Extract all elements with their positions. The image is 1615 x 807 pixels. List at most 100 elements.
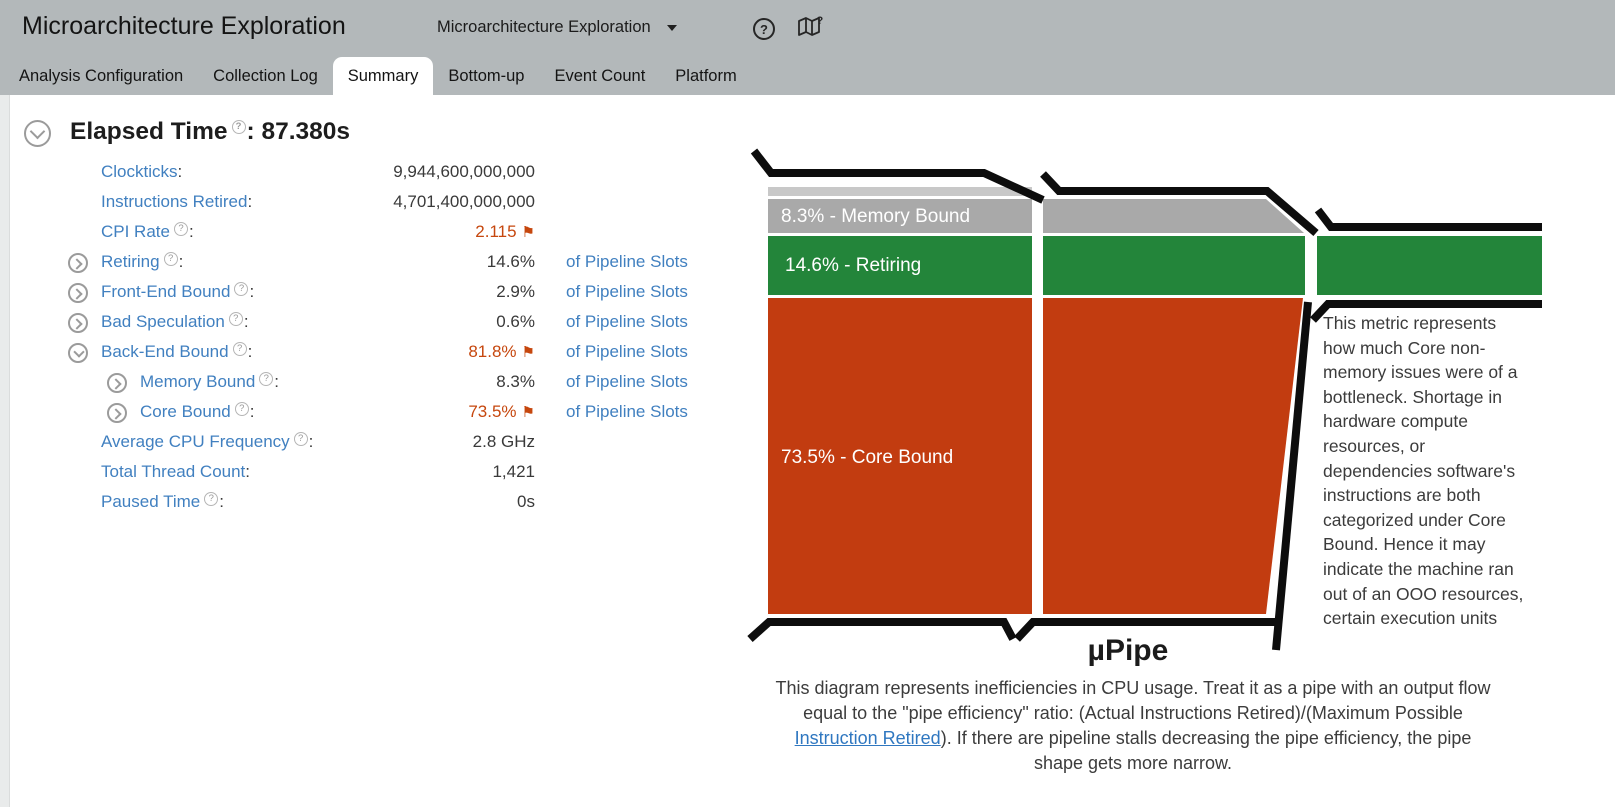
chevron-down-icon	[666, 24, 677, 31]
metric-label[interactable]: Average CPU Frequency?:	[101, 431, 314, 451]
metric-unit-link[interactable]: of Pipeline Slots	[566, 282, 688, 301]
colon: :	[246, 118, 255, 145]
colon: :	[188, 222, 194, 241]
upipe-band-retiring-col3[interactable]	[1317, 236, 1542, 295]
metric-label[interactable]: CPI Rate?:	[101, 221, 194, 241]
upipe-band-core-bound-col1[interactable]	[768, 298, 1032, 614]
metric-value: 0s	[517, 492, 535, 511]
flag-icon: ⚑	[521, 344, 535, 361]
help-icon[interactable]: ?	[234, 281, 249, 296]
metric-value: 1,421	[492, 462, 535, 481]
metric-label[interactable]: Instructions Retired:	[101, 192, 253, 211]
tab-platform[interactable]: Platform	[675, 66, 737, 85]
upipe-band-frontend-col1[interactable]	[768, 187, 1032, 196]
metric-value: 0.6%	[496, 312, 535, 331]
memory-bound-band-label: 8.3% - Memory Bound	[781, 206, 970, 227]
metric-value: 2.9%	[496, 282, 535, 301]
colon: :	[178, 252, 184, 271]
metric-label[interactable]: Paused Time?:	[101, 491, 224, 511]
upipe-title: µPipe	[1087, 634, 1169, 667]
analysis-type-dropdown-label: Microarchitecture Exploration	[437, 18, 651, 36]
upipe-description-part1: This diagram represents inefficiencies i…	[775, 678, 1491, 723]
help-icon[interactable]: ?	[163, 251, 178, 266]
documentation-map-icon[interactable]: ?	[796, 15, 824, 46]
metric-row-paused-time: Paused Time?: 0s	[0, 488, 760, 518]
help-icon[interactable]: ?	[753, 18, 775, 40]
metric-row-cpi-rate: CPI Rate?: 2.115 ⚑	[0, 218, 760, 248]
tab-event-count[interactable]: Event Count	[554, 66, 646, 85]
pipe-outline-bottom-1	[747, 618, 1017, 642]
metric-label[interactable]: Front-End Bound?:	[101, 281, 255, 301]
instruction-retired-link[interactable]: Instruction Retired	[794, 728, 941, 748]
chevron-right-expand-icon[interactable]	[68, 313, 88, 333]
pipe-outline-top-1	[750, 148, 1045, 204]
metric-row-clockticks: Clockticks: 9,944,600,000,000	[0, 158, 760, 188]
colon: :	[274, 372, 280, 391]
upipe-band-retiring-col1[interactable]	[768, 236, 1032, 295]
help-icon[interactable]: ?	[293, 431, 308, 446]
metric-unit-link[interactable]: of Pipeline Slots	[566, 342, 688, 361]
colon: :	[247, 192, 253, 211]
help-icon[interactable]: ?	[231, 119, 246, 134]
upipe-description-part2: ). If there are pipeline stalls decreasi…	[940, 728, 1472, 773]
metric-row-bad-speculation: Bad Speculation?: 0.6% of Pipeline Slots	[0, 308, 760, 338]
metric-row-instructions-retired: Instructions Retired: 4,701,400,000,000	[0, 188, 760, 218]
retiring-band-label: 14.6% - Retiring	[785, 255, 921, 276]
help-icon[interactable]: ?	[234, 401, 249, 416]
tab-bottom-up[interactable]: Bottom-up	[448, 66, 525, 85]
collapse-section-icon[interactable]	[24, 120, 51, 147]
metric-unit-link[interactable]: of Pipeline Slots	[566, 252, 688, 271]
chevron-down-expand-icon[interactable]	[68, 343, 88, 363]
left-gutter	[0, 95, 10, 807]
colon: :	[249, 282, 255, 301]
elapsed-time-header: Elapsed Time?: 87.380s	[0, 116, 700, 154]
metric-label[interactable]: Retiring?:	[101, 251, 184, 271]
help-icon[interactable]: ?	[204, 491, 219, 506]
metric-label[interactable]: Total Thread Count:	[101, 462, 251, 481]
flag-icon: ⚑	[521, 404, 535, 421]
help-icon[interactable]: ?	[259, 371, 274, 386]
tooltip-background	[1280, 304, 1542, 645]
analysis-type-dropdown[interactable]: Microarchitecture Exploration	[437, 18, 677, 37]
metric-row-core-bound: Core Bound?: 73.5% ⚑ of Pipeline Slots	[0, 398, 760, 428]
pipe-outline	[747, 148, 1542, 651]
tab-analysis-configuration[interactable]: Analysis Configuration	[19, 66, 184, 85]
tab-bar: Analysis Configuration Collection Log Summ…	[0, 57, 1615, 95]
chevron-right-expand-icon[interactable]	[107, 373, 127, 393]
upipe-band-memory-bound-col1[interactable]	[768, 199, 1032, 233]
metric-value: 73.5% ⚑	[468, 402, 535, 421]
upipe-band-memory-bound-col2[interactable]	[1043, 199, 1304, 233]
metric-value: 9,944,600,000,000	[393, 162, 535, 181]
help-icon[interactable]: ?	[232, 341, 247, 356]
metric-label[interactable]: Back-End Bound?:	[101, 341, 253, 361]
metric-unit-link[interactable]: of Pipeline Slots	[566, 372, 688, 391]
upipe-band-core-bound-col2[interactable]	[1043, 298, 1303, 614]
tab-summary[interactable]: Summary	[332, 57, 434, 95]
metric-label[interactable]: Core Bound?:	[140, 401, 255, 421]
page-title: Microarchitecture Exploration	[22, 12, 346, 40]
metric-row-back-end-bound: Back-End Bound?: 81.8% ⚑ of Pipeline Slots	[0, 338, 760, 368]
metric-label[interactable]: Memory Bound?:	[140, 371, 280, 391]
metric-row-memory-bound: Memory Bound?: 8.3% of Pipeline Slots	[0, 368, 760, 398]
metric-unit-link[interactable]: of Pipeline Slots	[566, 312, 688, 331]
pipe-outline-bottom-2	[1014, 618, 1278, 642]
help-icon[interactable]: ?	[228, 311, 243, 326]
metric-value: 8.3%	[496, 372, 535, 391]
upipe-band-retiring-col2[interactable]	[1043, 236, 1305, 295]
colon: :	[245, 462, 251, 481]
colon: :	[249, 402, 255, 421]
metric-unit-link[interactable]: of Pipeline Slots	[566, 402, 688, 421]
elapsed-time-label: Elapsed Time	[70, 118, 228, 145]
chevron-right-expand-icon[interactable]	[68, 253, 88, 273]
chevron-right-expand-icon[interactable]	[107, 403, 127, 423]
chevron-right-expand-icon[interactable]	[68, 283, 88, 303]
flag-icon: ⚑	[521, 224, 535, 241]
metric-label[interactable]: Bad Speculation?:	[101, 311, 249, 331]
colon: :	[243, 312, 249, 331]
metric-label[interactable]: Clockticks:	[101, 162, 183, 181]
metric-row-total-thread-count: Total Thread Count: 1,421	[0, 458, 760, 488]
help-icon[interactable]: ?	[173, 221, 188, 236]
metric-value: 4,701,400,000,000	[393, 192, 535, 211]
tab-collection-log[interactable]: Collection Log	[213, 66, 318, 85]
